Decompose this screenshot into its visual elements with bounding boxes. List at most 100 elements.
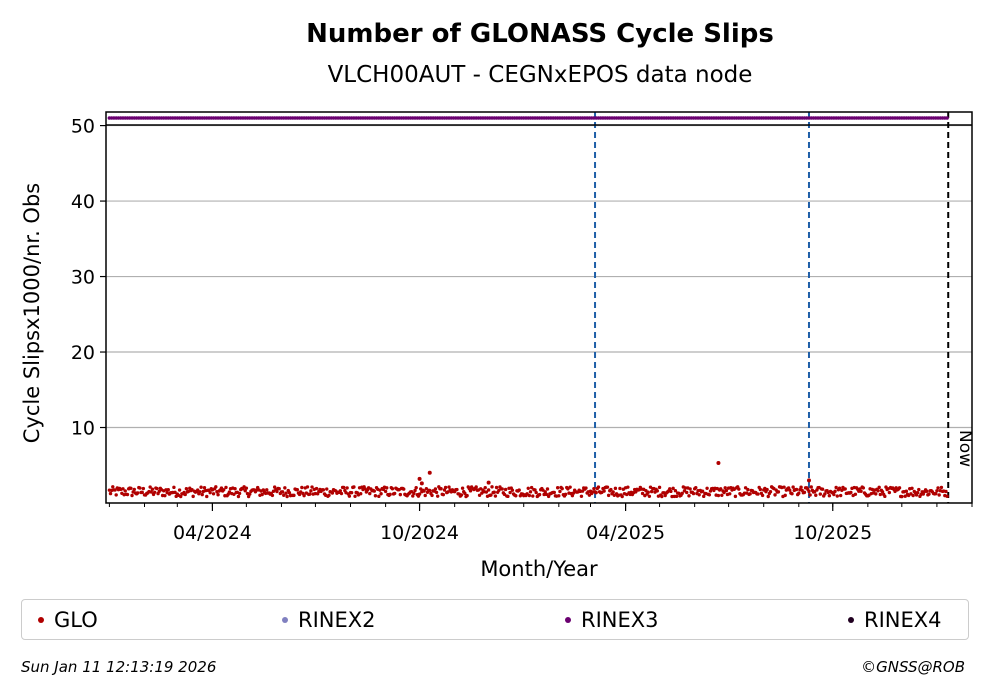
glo-point bbox=[390, 487, 395, 491]
glo-point bbox=[233, 486, 237, 491]
glo-point bbox=[510, 488, 515, 492]
glo-point bbox=[529, 485, 534, 490]
glo-point bbox=[545, 487, 550, 491]
glo-point bbox=[434, 490, 439, 495]
glo-point bbox=[402, 487, 406, 491]
glo-point bbox=[465, 493, 469, 498]
glo-point bbox=[148, 485, 152, 489]
glo-point bbox=[446, 490, 450, 494]
glo-point bbox=[743, 486, 748, 490]
glo-point bbox=[129, 486, 133, 491]
y-tick-label: 40 bbox=[71, 191, 95, 213]
glo-point bbox=[568, 485, 572, 489]
glo-point bbox=[843, 487, 847, 491]
glo-point bbox=[911, 493, 915, 498]
legend-item-rinex3: RINEX3 bbox=[565, 609, 659, 631]
glo-point bbox=[214, 485, 218, 489]
glo-point bbox=[321, 488, 326, 492]
glo-point bbox=[634, 490, 638, 494]
gridlines bbox=[106, 124, 972, 429]
glo-point bbox=[398, 492, 403, 497]
glo-point bbox=[237, 491, 242, 496]
glo-point bbox=[302, 493, 306, 498]
glo-point bbox=[594, 490, 598, 495]
glo-point bbox=[838, 493, 843, 498]
glo-point bbox=[486, 488, 491, 492]
glo-point bbox=[563, 492, 568, 497]
glo-point bbox=[685, 490, 689, 495]
glo-point bbox=[500, 487, 504, 491]
glo-point bbox=[339, 491, 344, 496]
glo-point bbox=[305, 485, 310, 489]
glo-point bbox=[208, 490, 212, 495]
glo-point bbox=[765, 487, 769, 492]
glo-point bbox=[236, 494, 241, 499]
glo-point bbox=[887, 490, 892, 495]
glo-point bbox=[492, 490, 496, 494]
glo-point bbox=[506, 494, 510, 499]
glo-point bbox=[557, 494, 561, 498]
glo-point bbox=[292, 493, 296, 498]
glo-point bbox=[468, 489, 473, 493]
y-tick-label: 50 bbox=[71, 116, 95, 138]
glo-outlier-point bbox=[806, 478, 811, 483]
glo-point bbox=[827, 494, 832, 498]
glo-point bbox=[224, 485, 228, 490]
glo-point bbox=[618, 486, 622, 491]
glo-point bbox=[200, 492, 204, 497]
glo-point bbox=[671, 486, 675, 491]
glo-point bbox=[216, 493, 220, 497]
glo-point bbox=[620, 494, 624, 499]
glo-point bbox=[660, 494, 664, 499]
glo-point bbox=[177, 488, 182, 492]
glo-point bbox=[275, 489, 279, 494]
glo-point bbox=[310, 485, 314, 489]
glo-point bbox=[818, 492, 823, 496]
glo-point bbox=[243, 489, 247, 493]
glo-point bbox=[222, 488, 226, 492]
glo-point bbox=[108, 491, 113, 496]
now-label: Now bbox=[955, 430, 975, 467]
glo-point bbox=[199, 485, 203, 489]
glo-point bbox=[503, 487, 508, 492]
glo-point bbox=[722, 490, 726, 495]
glo-point bbox=[244, 486, 249, 490]
glo-point bbox=[673, 489, 678, 493]
glo-point bbox=[915, 490, 920, 495]
glo-point bbox=[794, 487, 799, 492]
glo-point bbox=[555, 486, 560, 490]
glo-point bbox=[655, 489, 659, 493]
glo-point bbox=[552, 490, 556, 495]
y-tick-label: 10 bbox=[71, 418, 95, 440]
glo-point bbox=[150, 487, 155, 491]
glo-point bbox=[272, 485, 277, 489]
glo-point bbox=[596, 485, 601, 489]
glo-point bbox=[728, 492, 732, 496]
glo-point bbox=[372, 489, 376, 493]
glo-point bbox=[823, 492, 827, 496]
glo-point bbox=[910, 486, 914, 490]
glo-outlier-point bbox=[486, 480, 491, 485]
legend-item-rinex4: RINEX4 bbox=[848, 609, 942, 631]
glo-point bbox=[533, 488, 537, 492]
glo-point bbox=[443, 485, 448, 490]
glo-point bbox=[338, 489, 343, 493]
glo-point bbox=[853, 492, 858, 496]
y-tick-label: 30 bbox=[71, 267, 95, 289]
glo-point bbox=[211, 492, 216, 496]
glo-outlier-point bbox=[427, 470, 432, 475]
glo-point bbox=[657, 485, 662, 490]
glo-point bbox=[702, 494, 706, 499]
glo-point bbox=[125, 492, 130, 497]
glo-point bbox=[797, 491, 801, 495]
glo-point bbox=[560, 486, 564, 491]
glo-point bbox=[883, 494, 887, 499]
glo-point bbox=[809, 485, 813, 489]
glo-point bbox=[694, 485, 698, 490]
legend-item-rinex2: RINEX2 bbox=[282, 609, 376, 631]
glo-point bbox=[152, 490, 157, 495]
glo-point bbox=[834, 485, 838, 490]
glo-point bbox=[531, 494, 535, 498]
x-tick-label: 04/2025 bbox=[586, 522, 665, 544]
glo-point bbox=[441, 492, 446, 497]
